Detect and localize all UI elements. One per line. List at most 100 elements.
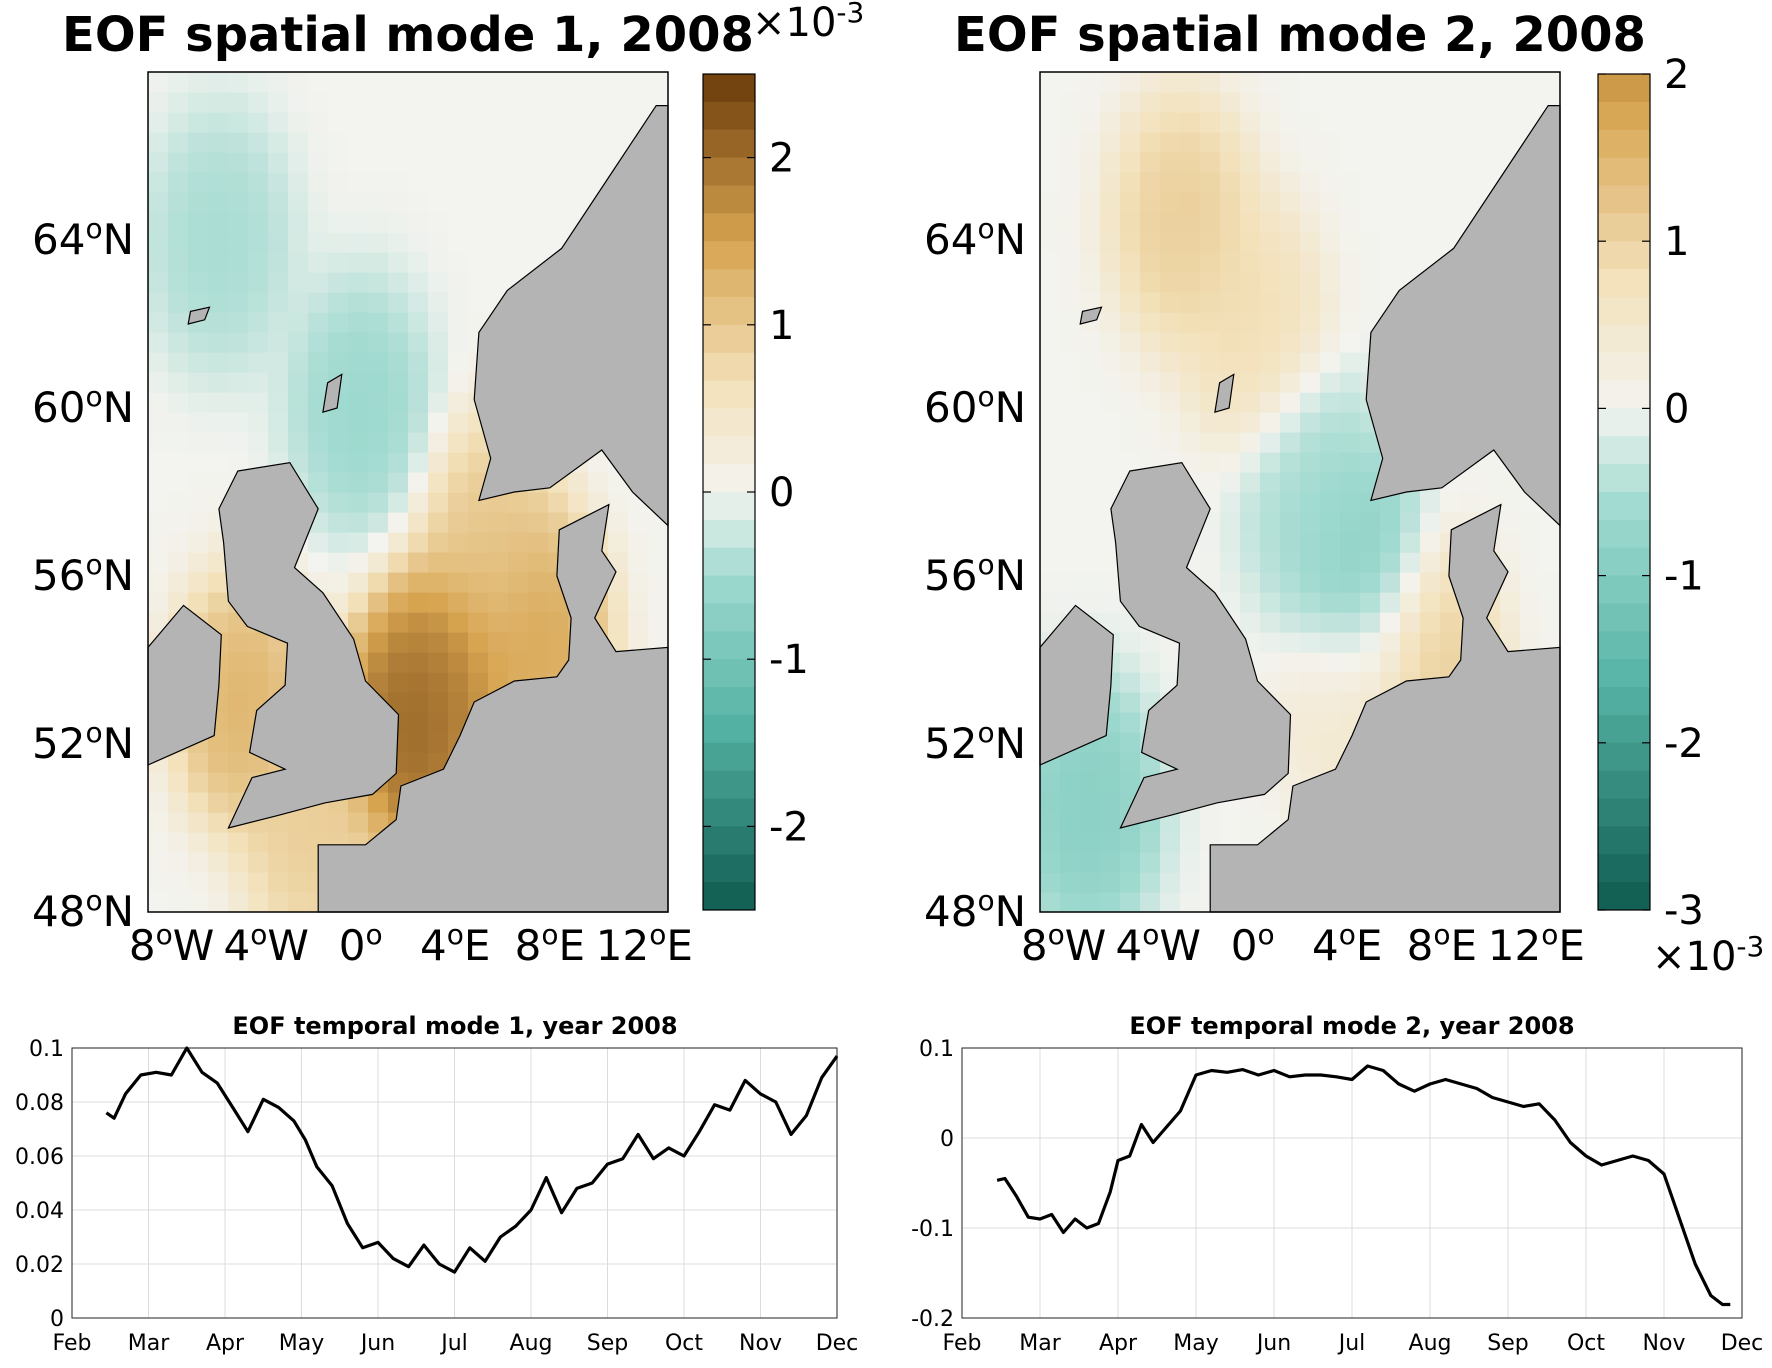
- field-cell: [348, 292, 369, 313]
- field-cell: [1420, 572, 1441, 593]
- field-cell: [628, 512, 649, 533]
- field-cell: [1080, 892, 1101, 913]
- field-cell: [1260, 232, 1281, 253]
- field-cell: [208, 412, 229, 433]
- field-cell: [228, 432, 249, 453]
- colorbar-swatch: [703, 492, 755, 521]
- field-cell: [148, 352, 169, 373]
- field-cell: [1080, 792, 1101, 813]
- y-tick-label: 0.08: [15, 1091, 64, 1116]
- field-cell: [1260, 172, 1281, 193]
- field-cell: [208, 872, 229, 893]
- field-cell: [1280, 152, 1301, 173]
- field-cell: [188, 292, 209, 313]
- field-cell: [368, 292, 389, 313]
- field-cell: [1440, 132, 1461, 153]
- field-cell: [1280, 112, 1301, 133]
- field-cell: [288, 232, 309, 253]
- field-cell: [1040, 612, 1061, 633]
- field-cell: [1220, 132, 1241, 153]
- field-cell: [1240, 212, 1261, 233]
- map-2-lon-ticks: 8oW 4oW 0o 4oE 8oE 12oE: [1021, 918, 1585, 970]
- field-cell: [1280, 212, 1301, 233]
- field-cell: [1400, 532, 1421, 553]
- field-cell: [1280, 632, 1301, 653]
- field-cell: [1060, 292, 1081, 313]
- field-cell: [228, 852, 249, 873]
- field-cell: [368, 152, 389, 173]
- field-cell: [328, 492, 349, 513]
- field-cell: [208, 572, 229, 593]
- field-cell: [208, 92, 229, 113]
- field-cell: [1340, 92, 1361, 113]
- colorbar-tick-label: -2: [1664, 721, 1704, 767]
- y-tick-label: 0: [940, 1127, 954, 1152]
- field-cell: [1140, 372, 1161, 393]
- field-cell: [208, 752, 229, 773]
- field-cell: [1220, 432, 1241, 453]
- field-cell: [188, 452, 209, 473]
- field-cell: [408, 272, 429, 293]
- field-cell: [448, 92, 469, 113]
- land-polygon: [1079, 306, 1103, 325]
- field-cell: [328, 292, 349, 313]
- field-cell: [588, 72, 609, 93]
- field-cell: [1080, 752, 1101, 773]
- field-cell: [428, 552, 449, 573]
- field-cell: [1140, 632, 1161, 653]
- field-cell: [228, 212, 249, 233]
- field-cell: [1060, 72, 1081, 93]
- field-cell: [1120, 252, 1141, 273]
- field-cell: [368, 472, 389, 493]
- field-cell: [1180, 352, 1201, 373]
- field-cell: [1080, 332, 1101, 353]
- field-cell: [1140, 72, 1161, 93]
- lat-tick-label: 48oN: [924, 884, 1026, 936]
- field-cell: [1300, 752, 1321, 773]
- field-cell: [168, 412, 189, 433]
- field-cell: [228, 112, 249, 133]
- field-cell: [468, 132, 489, 153]
- lat-tick-label: 56oN: [32, 548, 134, 600]
- field-cell: [1040, 472, 1061, 493]
- field-cell: [1260, 572, 1281, 593]
- field-cell: [328, 332, 349, 353]
- field-cell: [408, 192, 429, 213]
- field-cell: [388, 612, 409, 633]
- field-cell: [1120, 272, 1141, 293]
- field-cell: [148, 852, 169, 873]
- field-cell: [1420, 172, 1441, 193]
- field-cell: [148, 252, 169, 273]
- field-cell: [1380, 512, 1401, 533]
- field-cell: [1040, 212, 1061, 233]
- field-cell: [1500, 72, 1521, 93]
- field-cell: [408, 592, 429, 613]
- field-cell: [308, 212, 329, 233]
- field-cell: [1220, 72, 1241, 93]
- field-cell: [408, 572, 429, 593]
- field-cell: [1060, 112, 1081, 133]
- field-cell: [1080, 292, 1101, 313]
- field-cell: [508, 192, 529, 213]
- field-cell: [148, 232, 169, 253]
- field-cell: [248, 312, 269, 333]
- field-cell: [348, 552, 369, 573]
- field-cell: [1420, 72, 1441, 93]
- field-cell: [208, 892, 229, 913]
- field-cell: [1320, 412, 1341, 433]
- field-cell: [468, 292, 489, 313]
- field-cell: [1100, 452, 1121, 473]
- field-cell: [1120, 312, 1141, 333]
- field-cell: [448, 292, 469, 313]
- field-cell: [388, 172, 409, 193]
- lat-tick-label: 64oN: [924, 212, 1026, 264]
- field-cell: [328, 312, 349, 333]
- field-cell: [1080, 492, 1101, 513]
- field-cell: [568, 72, 589, 93]
- field-cell: [1340, 652, 1361, 673]
- field-cell: [488, 212, 509, 233]
- field-cell: [1120, 172, 1141, 193]
- field-cell: [1160, 272, 1181, 293]
- field-cell: [288, 212, 309, 233]
- lat-tick-label: 56oN: [924, 548, 1026, 600]
